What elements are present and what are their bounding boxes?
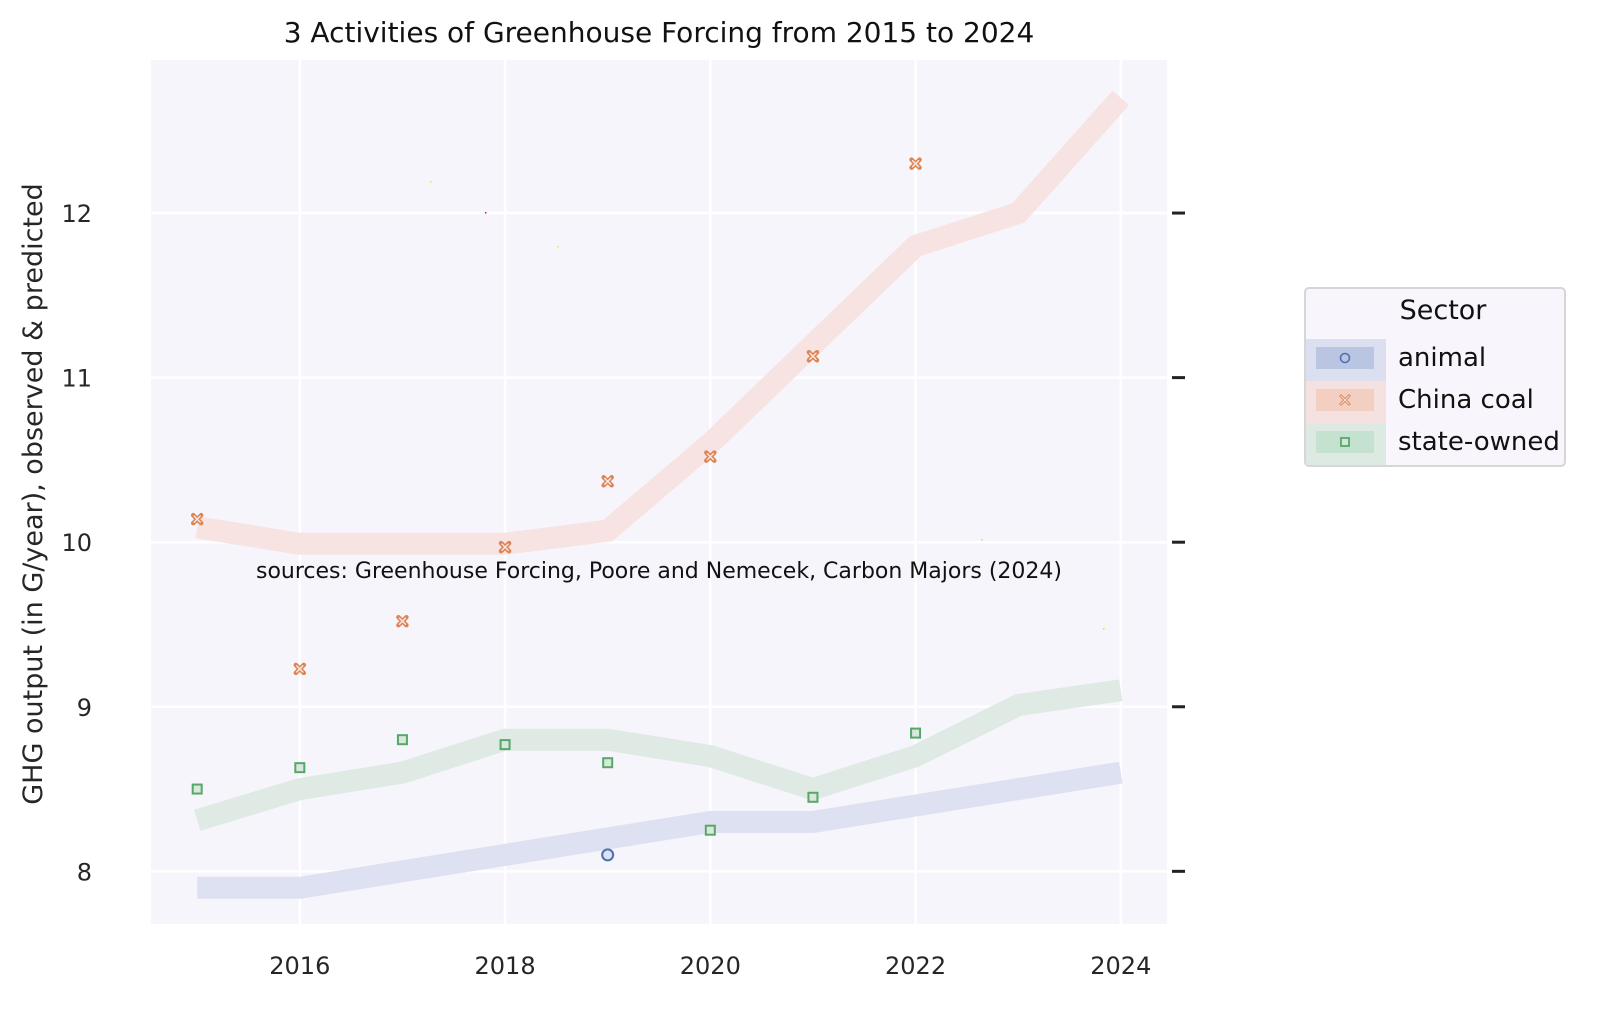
x-marker-inner — [501, 543, 509, 551]
marker-state-owned — [499, 739, 511, 751]
legend-label: animal — [1398, 343, 1487, 373]
noise-dot — [557, 246, 559, 248]
noise-dots — [430, 181, 1105, 630]
x-marker-inner — [809, 352, 817, 360]
chart-title: 3 Activities of Greenhouse Forcing from … — [284, 16, 1035, 49]
noise-dot — [1103, 628, 1105, 630]
marker-china-coal — [704, 450, 717, 463]
x-marker-inner — [193, 515, 201, 523]
marker-china-coal — [190, 512, 204, 526]
predicted-bands — [193, 90, 1130, 899]
x-tick-label: 2024 — [1090, 952, 1151, 980]
marker-state-owned — [910, 727, 922, 739]
marker-state-owned — [704, 824, 716, 836]
marker-china-coal — [806, 349, 820, 363]
noise-dot — [430, 181, 432, 183]
x-tick-label: 2020 — [680, 952, 741, 980]
x-marker-icon — [1339, 394, 1351, 406]
axis-ticks: 2016 2018 2020 2022 2024 8 9 10 11 12 — [61, 200, 1185, 980]
legend-item-state-owned[interactable]: state-owned — [1306, 423, 1566, 465]
marker-china-coal — [601, 475, 614, 488]
y-tick-label: 10 — [61, 529, 92, 557]
noise-dot — [981, 539, 983, 541]
band-animal — [197, 761, 1123, 899]
circle-marker-icon — [1339, 352, 1351, 364]
marker-state-owned — [807, 791, 819, 803]
y-axis-label: GHG output (in G/year), observed & predi… — [18, 183, 49, 805]
legend-title: Sector — [1399, 295, 1487, 326]
x-marker-inner — [296, 665, 304, 673]
marker-animal — [601, 848, 615, 862]
y-tick-label: 8 — [77, 858, 92, 886]
y-tick-label: 12 — [61, 200, 92, 228]
marker-state-owned — [396, 734, 408, 746]
y-tick-label: 9 — [77, 694, 92, 722]
marker-china-coal — [909, 157, 922, 170]
legend-swatch-bg — [1306, 381, 1386, 423]
marker-state-owned — [191, 783, 203, 795]
x-tick-label: 2018 — [475, 952, 536, 980]
x-marker-inner — [398, 617, 407, 625]
marker-china-coal — [498, 540, 512, 554]
y-tick-label: 11 — [61, 365, 92, 393]
x-marker-inner — [603, 477, 612, 486]
legend-swatch-bg — [1306, 423, 1386, 465]
x-marker-inner — [706, 452, 715, 461]
marker-state-owned — [294, 762, 306, 774]
legend-swatch — [1316, 347, 1374, 369]
observed-markers — [190, 157, 922, 862]
square-marker-icon — [1340, 437, 1350, 447]
legend-item-china-coal[interactable]: China coal — [1306, 381, 1566, 423]
x-tick-label: 2016 — [269, 952, 330, 980]
sources-annotation: sources: Greenhouse Forcing, Poore and N… — [256, 559, 1062, 584]
marker-china-coal — [293, 662, 307, 676]
legend-swatch-bg — [1306, 339, 1386, 381]
marker-state-owned — [602, 757, 614, 769]
band-china-coal — [195, 90, 1130, 555]
band-state-owned — [193, 679, 1123, 831]
noise-dot — [485, 212, 487, 214]
x-marker-inner — [911, 159, 920, 168]
legend-item-animal[interactable]: animal — [1306, 339, 1566, 381]
legend-label: state-owned — [1398, 427, 1560, 457]
legend: Sector animal China coal state-owned — [1304, 287, 1566, 467]
x-tick-label: 2022 — [885, 952, 946, 980]
marker-china-coal — [396, 614, 409, 628]
legend-label: China coal — [1398, 385, 1534, 415]
